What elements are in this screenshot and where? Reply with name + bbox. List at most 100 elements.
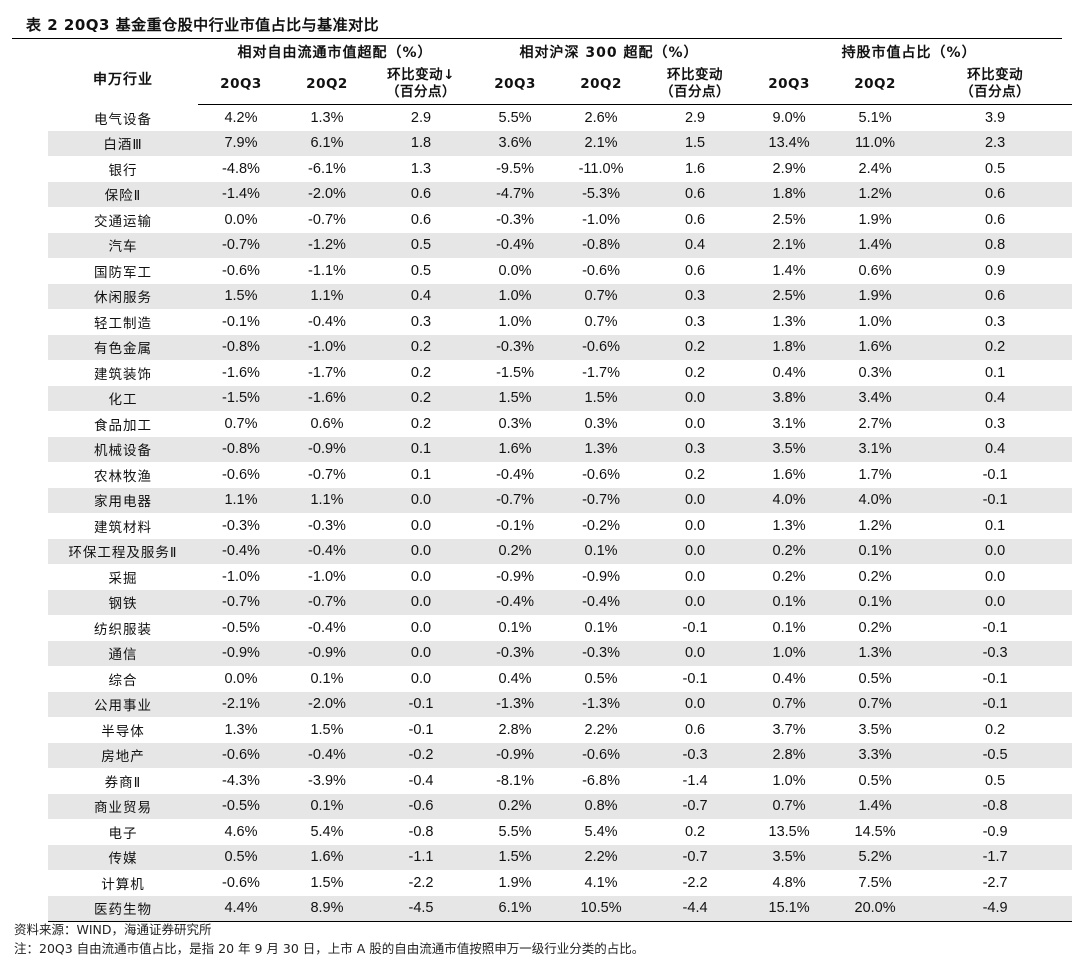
industry-cell: 综合: [108, 672, 138, 689]
value-cell: 0.4: [644, 232, 747, 258]
value-cell: 14.5%: [854, 823, 896, 840]
value-cell: 2.9: [410, 109, 432, 126]
value-cell: 3.5%: [746, 436, 833, 462]
table-row: 农林牧渔 -0.6% -0.7% 0.1 -0.4% -0.6% 0.2 1.6% 1.7% -0…: [48, 462, 1072, 488]
value-cell: 0.6: [370, 181, 473, 207]
value-cell: 1.3%: [224, 721, 258, 738]
value-cell: 0.0: [370, 640, 473, 666]
value-cell: -1.1: [370, 844, 473, 870]
value-cell: -6.8%: [582, 772, 620, 789]
value-cell: 7.9%: [198, 130, 284, 156]
value-cell: 9.0%: [772, 109, 806, 126]
value-cell: 2.2%: [584, 721, 618, 738]
table-row: 综合 0.0% 0.1% 0.0 0.4% 0.5% -0.1 0.4% 0.5% -0.1: [48, 666, 1072, 692]
value-cell: 0.6: [918, 283, 1073, 309]
value-cell: 0.0: [918, 589, 1073, 615]
value-cell: -0.6%: [198, 742, 284, 768]
change-label: 环比变动: [667, 67, 724, 83]
value-cell: 0.7%: [584, 313, 618, 330]
value-cell: -1.6%: [222, 364, 260, 381]
value-cell: 3.4%: [832, 385, 919, 411]
value-cell: 0.2: [684, 364, 706, 381]
value-cell: -0.4%: [472, 232, 559, 258]
value-cell: 0.1%: [558, 538, 645, 564]
value-cell: 1.0%: [772, 772, 806, 789]
value-cell: -0.3%: [558, 640, 645, 666]
value-cell: 0.2%: [772, 568, 806, 585]
column-header-industry: 申万行业: [93, 72, 153, 88]
value-cell: 0.1%: [584, 619, 618, 636]
value-cell: -0.7%: [284, 589, 370, 615]
table-row: 汽车 -0.7% -1.2% 0.5 -0.4% -0.8% 0.4 2.1% 1.4% 0.8: [48, 232, 1073, 258]
value-cell: 13.4%: [746, 130, 833, 156]
value-cell: 2.8%: [498, 721, 532, 738]
table-row: 银行 -4.8% -6.1% 1.3 -9.5% -11.0% 1.6 2.9% 2.4% 0.5: [48, 156, 1072, 182]
value-cell: -0.1%: [222, 313, 260, 330]
value-cell: 2.3: [918, 130, 1073, 156]
value-cell: 3.7%: [772, 721, 806, 738]
value-cell: 0.0: [644, 640, 747, 666]
industry-cell: 券商Ⅱ: [104, 774, 142, 791]
value-cell: -0.4%: [308, 619, 346, 636]
value-cell: 0.3: [644, 283, 747, 309]
value-cell: -0.7%: [472, 487, 559, 513]
value-cell: -4.3%: [222, 772, 260, 789]
value-cell: -0.3%: [308, 517, 346, 534]
table-row: 休闲服务 1.5% 1.1% 0.4 1.0% 0.7% 0.3 2.5% 1.9% 0.6: [48, 283, 1073, 309]
value-cell: -0.8%: [558, 232, 645, 258]
value-cell: 0.1%: [746, 589, 833, 615]
industry-cell: 汽车: [48, 232, 198, 258]
industry-cell: 医药生物: [48, 895, 198, 922]
value-cell: 0.0: [370, 487, 473, 513]
value-cell: 0.6: [410, 211, 432, 228]
industry-cell: 计算机: [101, 876, 145, 893]
value-cell: 0.0: [370, 538, 473, 564]
value-cell: 4.4%: [198, 895, 284, 922]
industry-cell: 化工: [48, 385, 198, 411]
table-row: 食品加工 0.7% 0.6% 0.2 0.3% 0.3% 0.0 3.1% 2.7% 0.3: [48, 411, 1072, 437]
value-cell: -0.8%: [198, 334, 284, 360]
value-cell: 1.6%: [284, 844, 370, 870]
value-cell: 1.5: [644, 130, 747, 156]
value-cell: 0.1: [984, 517, 1006, 534]
value-cell: -0.6%: [582, 466, 620, 483]
industry-cell: 银行: [108, 162, 138, 179]
value-cell: 0.1%: [832, 589, 919, 615]
value-cell: -0.9%: [198, 640, 284, 666]
industry-cell: 保险Ⅱ: [48, 181, 198, 207]
table-row: 建筑装饰 -1.6% -1.7% 0.2 -1.5% -1.7% 0.2 0.4% 0.3% 0.…: [48, 360, 1072, 386]
value-cell: 0.2: [370, 385, 473, 411]
value-cell: 4.8%: [772, 874, 806, 891]
value-cell: 1.5%: [472, 385, 559, 411]
table-row: 建筑材料 -0.3% -0.3% 0.0 -0.1% -0.2% 0.0 1.3% 1.2% 0.…: [48, 513, 1072, 539]
value-cell: -0.3: [918, 640, 1073, 666]
value-cell: 0.5: [370, 232, 473, 258]
value-cell: -0.6%: [222, 874, 260, 891]
industry-cell: 休闲服务: [48, 283, 198, 309]
value-cell: 1.6%: [772, 466, 806, 483]
value-cell: -0.9: [982, 823, 1008, 840]
table-row: 券商Ⅱ -4.3% -3.9% -0.4 -8.1% -6.8% -1.4 1.0% 0.5% 0…: [48, 768, 1072, 794]
value-cell: 0.7%: [746, 691, 833, 717]
value-cell: -0.4%: [308, 313, 346, 330]
value-cell: -0.7%: [198, 589, 284, 615]
value-cell: -0.6%: [222, 262, 260, 279]
value-cell: 1.3%: [832, 640, 919, 666]
value-cell: -0.1: [682, 619, 708, 636]
value-cell: 1.9%: [832, 283, 919, 309]
value-cell: 0.5%: [858, 670, 892, 687]
value-cell: 0.9: [984, 262, 1006, 279]
industry-cell: 交通运输: [94, 213, 152, 230]
value-cell: -0.2: [370, 742, 473, 768]
table-row: 有色金属 -0.8% -1.0% 0.2 -0.3% -0.6% 0.2 1.8% 1.6% 0.…: [48, 334, 1073, 360]
value-cell: -1.0%: [582, 211, 620, 228]
column-header-20q3: 20Q3: [198, 64, 284, 105]
table-row: 保险Ⅱ -1.4% -2.0% 0.6 -4.7% -5.3% 0.6 1.8% 1.2% 0.6: [48, 181, 1073, 207]
industry-cell: 食品加工: [94, 417, 152, 434]
column-header-change-sorted[interactable]: 环比变动↓ （百分点）: [370, 64, 473, 105]
value-cell: -0.7%: [558, 487, 645, 513]
value-cell: 0.0: [410, 517, 432, 534]
value-cell: 1.8%: [746, 334, 833, 360]
column-header-change: 环比变动 （百分点）: [918, 64, 1073, 105]
value-cell: 5.4%: [310, 823, 344, 840]
